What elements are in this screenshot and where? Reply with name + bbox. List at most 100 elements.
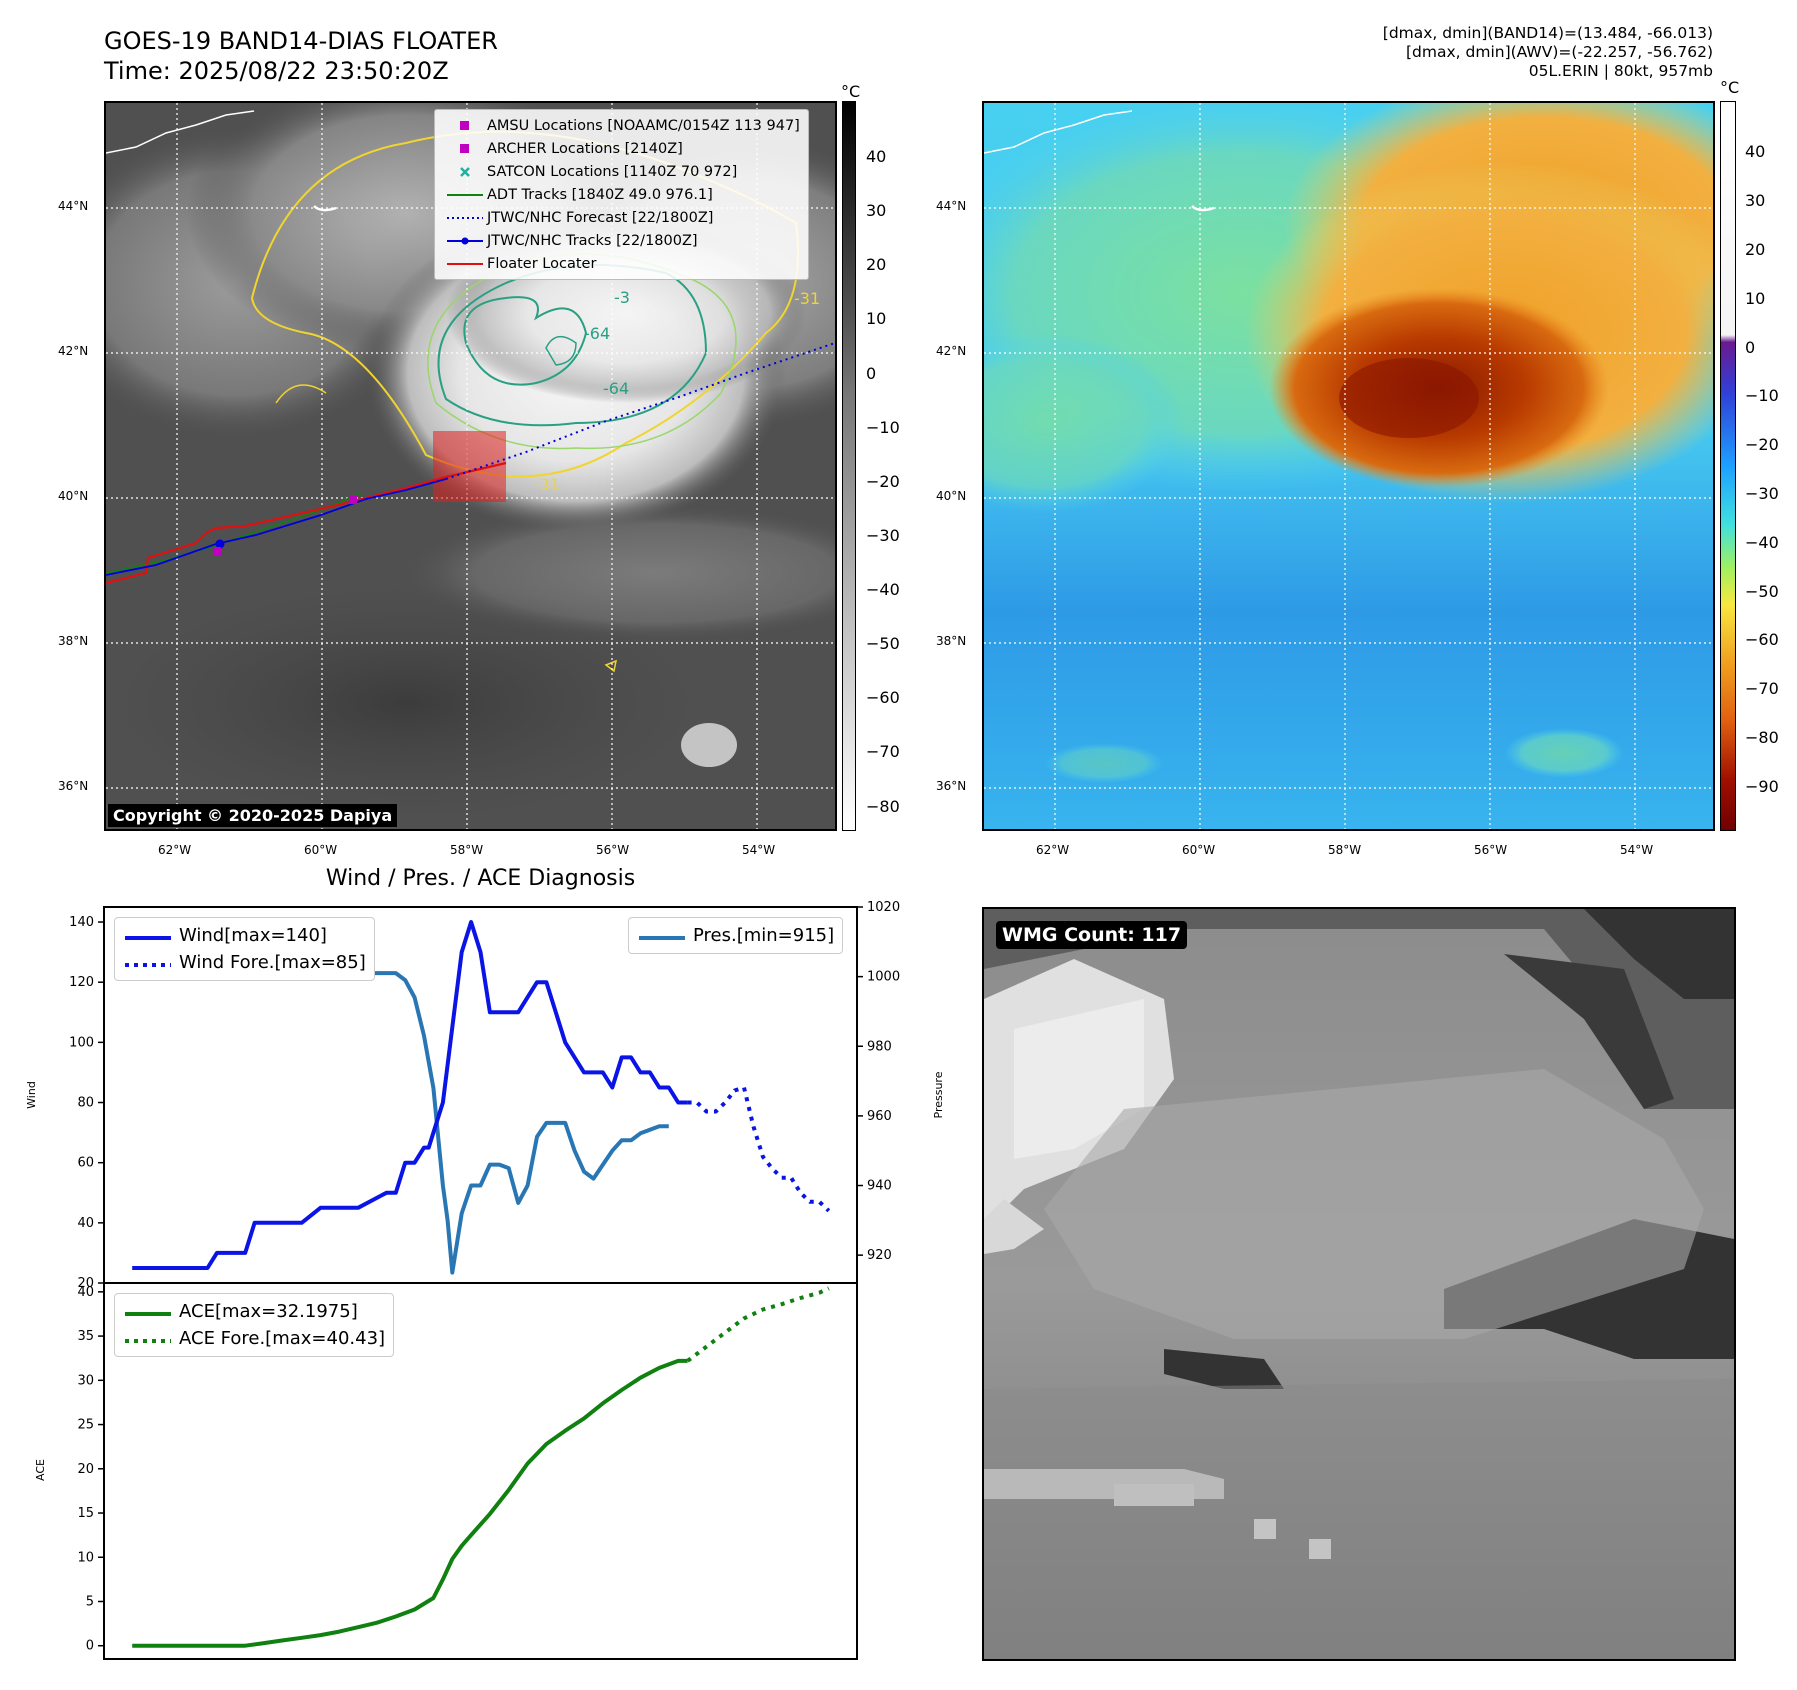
ir-colorbar bbox=[842, 101, 856, 831]
cb1-tick: −80 bbox=[866, 797, 900, 816]
pressure-axis-tick-label: 920 bbox=[867, 1248, 892, 1263]
cb1-tick: −30 bbox=[866, 526, 900, 545]
ace-series-line bbox=[132, 1358, 688, 1648]
wmg-panel: WMG Count: 117 bbox=[982, 907, 1736, 1661]
cb1-tick: −10 bbox=[866, 418, 900, 437]
diagnosis-chart: 2040608010012014092094096098010001020051… bbox=[25, 900, 945, 1660]
legend-ace-forecast: ACE Fore.[max=40.43] bbox=[123, 1325, 385, 1352]
square-marker-icon bbox=[460, 143, 469, 153]
legend-wind-forecast: Wind Fore.[max=85] bbox=[123, 949, 366, 976]
cb1-tick: −20 bbox=[866, 472, 900, 491]
lon-label: 58°W bbox=[450, 843, 484, 857]
ace-axis-tick-label: 25 bbox=[77, 1418, 94, 1433]
lat-label: 42°N bbox=[58, 344, 89, 358]
legend-wind: Wind[max=140] bbox=[123, 922, 366, 949]
cb2-tick: 0 bbox=[1745, 338, 1756, 357]
lat-label: 40°N bbox=[936, 489, 967, 503]
cb2-tick: −60 bbox=[1745, 630, 1779, 649]
ace-axis-tick-label: 10 bbox=[77, 1550, 94, 1565]
header-dmax-band14: [dmax, dmin](BAND14)=(13.484, -66.013) bbox=[1382, 24, 1713, 42]
copyright-badge: Copyright © 2020-2025 Dapiya bbox=[108, 804, 398, 827]
wind-series-line bbox=[132, 920, 688, 1270]
ace-axis-tick-label: 30 bbox=[77, 1373, 94, 1388]
lat-label: 38°N bbox=[936, 634, 967, 648]
ace-axis-label: ACE bbox=[34, 1459, 47, 1481]
ir-map-panel: -64 -64 -31 -31 -3 AMSU Locations [NOAAM… bbox=[104, 101, 837, 831]
lon-label: 56°W bbox=[596, 843, 630, 857]
legend-item-archer: ARCHER Locations [2140Z] bbox=[443, 137, 800, 160]
pressure-axis-tick-label: 980 bbox=[867, 1039, 892, 1054]
ace-axis-tick-label: 5 bbox=[86, 1594, 94, 1609]
cb2-tick: −90 bbox=[1745, 777, 1779, 796]
pressure-axis-tick-label: 1000 bbox=[867, 970, 900, 985]
ace-forecast-series-line bbox=[686, 1286, 830, 1363]
lat-label: 40°N bbox=[58, 489, 89, 503]
cb2-unit: °C bbox=[1720, 78, 1740, 97]
diag-title: Wind / Pres. / ACE Diagnosis bbox=[325, 866, 636, 891]
pressure-axis-tick-label: 1020 bbox=[867, 900, 900, 915]
lon-label: 54°W bbox=[1620, 843, 1654, 857]
lat-label: 44°N bbox=[936, 199, 967, 213]
ace-axis-tick-label: 20 bbox=[77, 1462, 94, 1477]
header-dmax-awv: [dmax, dmin](AWV)=(-22.257, -56.762) bbox=[1406, 43, 1713, 61]
lat-label: 44°N bbox=[58, 199, 89, 213]
legend-ace: ACE[max=32.1975] bbox=[123, 1298, 385, 1325]
header-storm-info: 05L.ERIN | 80kt, 957mb bbox=[1528, 62, 1713, 80]
lat-label: 36°N bbox=[936, 779, 967, 793]
legend-item-amsu: AMSU Locations [NOAAMC/0154Z 113 947] bbox=[443, 114, 800, 137]
cb1-tick: 40 bbox=[866, 147, 887, 166]
chart-title-line1: GOES-19 BAND14-DIAS FLOATER bbox=[104, 27, 498, 55]
cb2-tick: 20 bbox=[1745, 240, 1766, 259]
cb2-tick: −80 bbox=[1745, 728, 1779, 747]
awv-map-panel bbox=[982, 101, 1715, 831]
square-marker-icon bbox=[460, 120, 469, 130]
line-dot-icon bbox=[447, 237, 483, 244]
cb2-tick: −10 bbox=[1745, 386, 1779, 405]
wind-legend: Wind[max=140] Wind Fore.[max=85] bbox=[114, 917, 375, 981]
solid-line-icon bbox=[639, 936, 685, 940]
lon-label: 54°W bbox=[742, 843, 776, 857]
awv-map-image bbox=[984, 103, 1713, 829]
lat-label: 38°N bbox=[58, 634, 89, 648]
solid-line-icon bbox=[125, 936, 171, 940]
dotted-line-icon bbox=[447, 216, 483, 219]
dotted-line-icon bbox=[125, 1339, 171, 1343]
contour-label: -31 bbox=[534, 475, 560, 494]
wind-forecast-series-line bbox=[687, 1085, 831, 1213]
legend-item-adt: ADT Tracks [1840Z 49.0 976.1] bbox=[443, 183, 800, 206]
cb2-tick: −20 bbox=[1745, 435, 1779, 454]
cb1-tick: 20 bbox=[866, 255, 887, 274]
wind-axis-tick-label: 120 bbox=[69, 975, 94, 990]
cb2-tick: −30 bbox=[1745, 484, 1779, 503]
cb2-tick: −50 bbox=[1745, 582, 1779, 601]
cb1-tick: −70 bbox=[866, 742, 900, 761]
awv-colorbar bbox=[1720, 101, 1736, 831]
cb1-tick: 30 bbox=[866, 201, 887, 220]
ace-axis-tick-label: 0 bbox=[86, 1639, 94, 1654]
lat-label: 36°N bbox=[58, 779, 89, 793]
cb1-tick: −60 bbox=[866, 688, 900, 707]
legend-item-tracks: JTWC/NHC Tracks [22/1800Z] bbox=[443, 229, 800, 252]
wmg-image bbox=[984, 909, 1734, 1659]
cb2-tick: 40 bbox=[1745, 142, 1766, 161]
wind-axis-tick-label: 60 bbox=[77, 1156, 94, 1171]
cb1-tick: −50 bbox=[866, 634, 900, 653]
solid-line-icon bbox=[125, 1312, 171, 1316]
ace-axis-tick-label: 15 bbox=[77, 1506, 94, 1521]
legend-item-forecast: JTWC/NHC Forecast [22/1800Z] bbox=[443, 206, 800, 229]
pressure-axis-tick-label: 960 bbox=[867, 1109, 892, 1124]
cb2-tick: −70 bbox=[1745, 679, 1779, 698]
cb1-unit: °C bbox=[841, 82, 861, 101]
lon-label: 60°W bbox=[304, 843, 338, 857]
cb1-tick: −40 bbox=[866, 580, 900, 599]
lat-label: 42°N bbox=[936, 344, 967, 358]
line-marker-icon bbox=[447, 193, 483, 196]
x-marker-icon bbox=[460, 166, 470, 177]
wmg-count-badge: WMG Count: 117 bbox=[996, 921, 1188, 949]
cb1-tick: 0 bbox=[866, 364, 877, 383]
wind-axis-tick-label: 100 bbox=[69, 1035, 94, 1050]
legend-item-satcon: SATCON Locations [1140Z 70 972] bbox=[443, 160, 800, 183]
contour-label: -31 bbox=[794, 289, 820, 308]
wind-axis-tick-label: 20 bbox=[77, 1276, 94, 1291]
pressure-legend: Pres.[min=915] bbox=[628, 917, 844, 954]
